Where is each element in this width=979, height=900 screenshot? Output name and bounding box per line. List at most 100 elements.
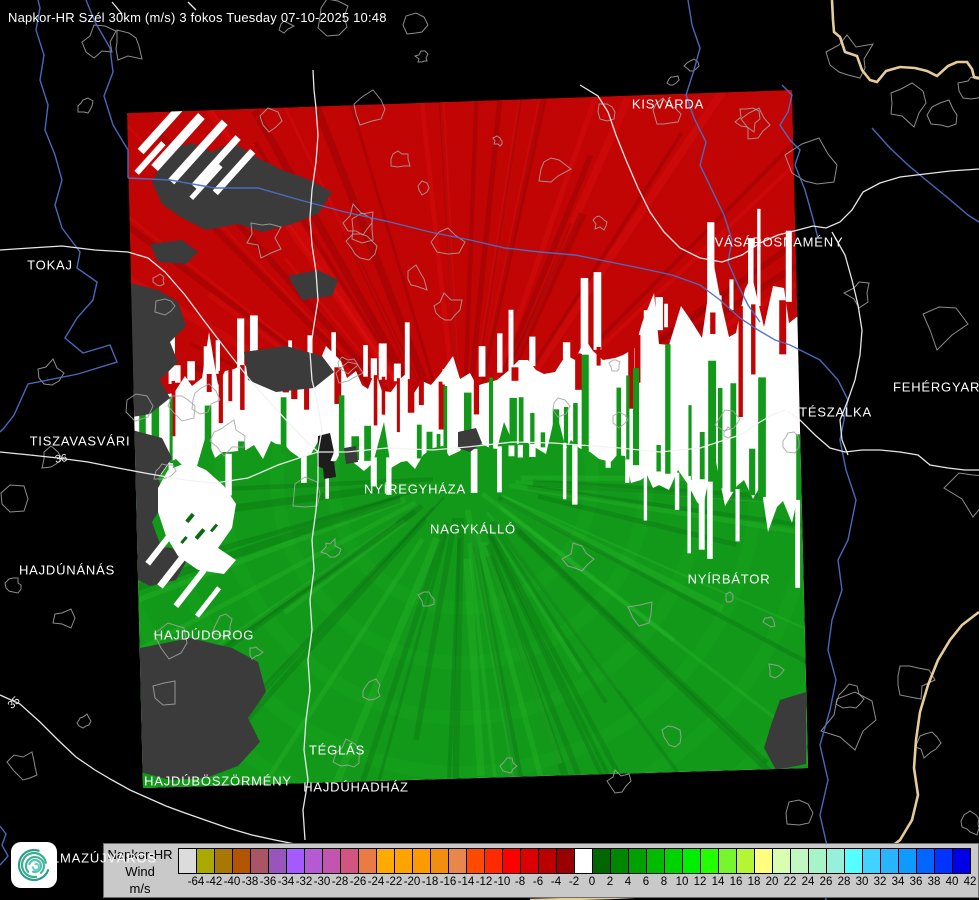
- legend-tick: -40: [223, 876, 241, 888]
- legend-tick: 34: [891, 876, 905, 888]
- legend-tick: 40: [945, 876, 959, 888]
- legend-tick: 22: [783, 876, 797, 888]
- legend-swatch: [718, 848, 737, 874]
- legend-tick: -6: [532, 876, 544, 888]
- legend-swatch: [826, 848, 845, 874]
- legend-tick: -18: [421, 876, 439, 888]
- city-label: HAJDÚBÖSZÖRMÉNY: [144, 773, 292, 789]
- legend-swatch: [610, 848, 629, 874]
- legend-tick: -38: [241, 876, 259, 888]
- legend-swatch: [808, 848, 827, 874]
- legend-tick: -8: [514, 876, 526, 888]
- legend-swatch: [754, 848, 773, 874]
- legend-tick: -28: [331, 876, 349, 888]
- legend-tick: -24: [367, 876, 385, 888]
- legend-tick: 14: [711, 876, 725, 888]
- legend-product: Napkor-HR: [107, 847, 173, 862]
- legend-tick: -36: [259, 876, 277, 888]
- legend-tick: 30: [855, 876, 869, 888]
- legend-swatch: [484, 848, 503, 874]
- legend-swatch: [250, 848, 269, 874]
- legend-unit: m/s: [129, 881, 151, 896]
- legend-swatch: [898, 848, 917, 874]
- legend-tick: 10: [675, 876, 689, 888]
- legend-swatch: [556, 848, 575, 874]
- legend-colorbar: [178, 848, 971, 874]
- legend-swatch: [664, 848, 683, 874]
- legend-swatch: [358, 848, 377, 874]
- city-label: TISZAVASVÁRI: [29, 433, 131, 449]
- city-label: TOKAJ: [27, 257, 73, 273]
- legend-tick: 8: [660, 876, 668, 888]
- legend-tick: 26: [819, 876, 833, 888]
- city-label: HAJDÚNÁNÁS: [18, 562, 116, 578]
- legend-tick: -34: [277, 876, 295, 888]
- legend-swatch: [376, 848, 395, 874]
- legend-tick: 42: [963, 876, 977, 888]
- legend-tick: -14: [457, 876, 475, 888]
- legend-swatch: [502, 848, 521, 874]
- legend-swatch: [196, 848, 215, 874]
- legend-swatch: [214, 848, 233, 874]
- legend-tick: 12: [693, 876, 707, 888]
- legend-field: Wind: [125, 864, 155, 879]
- legend-swatch: [880, 848, 899, 874]
- legend-swatch: [700, 848, 719, 874]
- city-label: HAJDÚHADHÁZ: [303, 779, 409, 795]
- legend-swatch: [646, 848, 665, 874]
- legend-tick: -26: [349, 876, 367, 888]
- legend-swatch: [448, 848, 467, 874]
- legend-tick: 16: [729, 876, 743, 888]
- legend-swatch: [592, 848, 611, 874]
- legend-swatch: [340, 848, 359, 874]
- legend-tick: -64: [187, 876, 205, 888]
- city-label: VÁSÁROSNAMÉNY: [714, 234, 844, 250]
- legend-tick: -22: [385, 876, 403, 888]
- legend-swatch: [790, 848, 809, 874]
- city-label: FEHÉRGYARMAT: [893, 379, 979, 395]
- legend-swatch: [574, 848, 593, 874]
- city-label: MÁTÉSZALKA: [778, 404, 872, 420]
- legend-tick: 2: [606, 876, 614, 888]
- legend-swatch: [844, 848, 863, 874]
- legend-swatch: [412, 848, 431, 874]
- legend-tick: 32: [873, 876, 887, 888]
- legend-panel: Napkor-HR Wind m/s -64 -42 -40 -38 -36 -34 -32…: [103, 843, 979, 898]
- legend-swatch: [178, 848, 197, 874]
- legend-tick: -32: [295, 876, 313, 888]
- legend-tick: -20: [403, 876, 421, 888]
- legend-swatch: [628, 848, 647, 874]
- legend-tick: 28: [837, 876, 851, 888]
- legend-tick: 20: [765, 876, 779, 888]
- city-label: KISVÁRDA: [631, 96, 705, 112]
- city-label: NYÍRBÁTOR: [687, 571, 771, 587]
- legend-swatch: [538, 848, 557, 874]
- legend-swatch: [520, 848, 539, 874]
- legend-tick: 6: [642, 876, 650, 888]
- legend-swatch: [772, 848, 791, 874]
- legend-swatch: [736, 848, 755, 874]
- legend-swatch: [916, 848, 935, 874]
- legend-tick: -10: [493, 876, 511, 888]
- legend-swatch: [934, 848, 953, 874]
- city-label: BALMAZÚJVÁROS: [33, 850, 157, 866]
- city-label: TÉGLÁS: [308, 742, 366, 758]
- legend-title: Napkor-HR Wind m/s: [104, 846, 176, 897]
- legend-swatch: [304, 848, 323, 874]
- legend-swatch: [394, 848, 413, 874]
- legend-tick: -30: [313, 876, 331, 888]
- legend-swatch: [268, 848, 287, 874]
- road-number-label: 36: [54, 452, 69, 466]
- legend-swatch: [862, 848, 881, 874]
- legend-tick: 0: [588, 876, 596, 888]
- legend-tick: -12: [475, 876, 493, 888]
- legend-swatch: [952, 848, 971, 874]
- legend-tick: 38: [927, 876, 941, 888]
- legend-swatch: [232, 848, 251, 874]
- legend-tick: 4: [624, 876, 632, 888]
- legend-swatch: [322, 848, 341, 874]
- city-label: NAGYKÁLLÓ: [430, 521, 516, 537]
- city-label: HAJDÚDOROG: [153, 627, 255, 643]
